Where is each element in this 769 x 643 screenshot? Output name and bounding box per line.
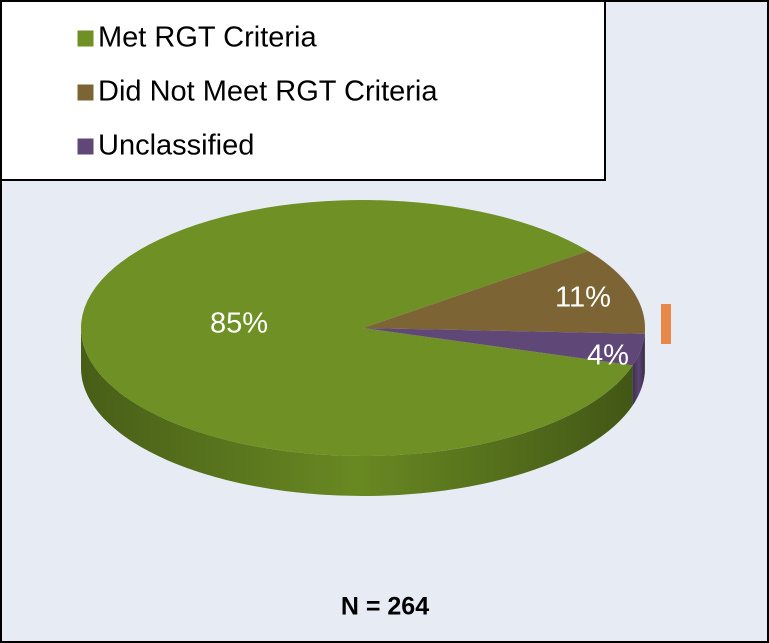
legend-label: Met RGT Criteria	[98, 22, 317, 54]
legend-label: Unclassified	[98, 130, 254, 162]
data-label: 11%	[555, 282, 611, 314]
slice	[363, 250, 645, 334]
legend-box	[0, 0, 606, 181]
pie: 85% 11% 4%	[80, 199, 645, 496]
side-shade	[632, 333, 645, 406]
legend-swatch	[76, 29, 95, 48]
data-label: 85%	[210, 308, 268, 340]
slice	[80, 199, 633, 457]
data-label: 4%	[587, 340, 629, 372]
side-shade	[81, 328, 633, 496]
legend-swatch	[76, 83, 95, 102]
annotation: N = 264	[341, 593, 429, 621]
slice	[363, 328, 645, 366]
decoration	[661, 304, 671, 344]
legend-swatch	[76, 137, 95, 156]
legend-label: Did Not Meet RGT Criteria	[98, 76, 438, 108]
legend: Met RGT Criteria Did Not Meet RGT Criteri…	[76, 22, 438, 162]
